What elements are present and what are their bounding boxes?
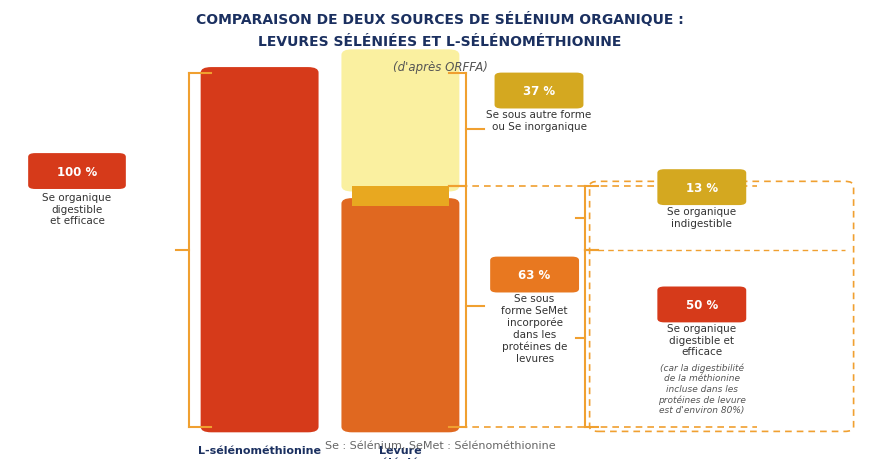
FancyBboxPatch shape <box>490 257 579 293</box>
Text: Se sous autre forme
ou Se inorganique: Se sous autre forme ou Se inorganique <box>487 110 591 132</box>
Text: (d'après ORFFA): (d'après ORFFA) <box>392 61 488 73</box>
Text: Se organique
digestible et
efficace: Se organique digestible et efficace <box>667 324 737 357</box>
Text: Levure
séléniée: Levure séléniée <box>374 445 427 459</box>
Text: 100 %: 100 % <box>57 165 97 178</box>
Text: Se sous
forme SeMet
incorporée
dans les
protéines de
levures: Se sous forme SeMet incorporée dans les … <box>502 294 568 363</box>
Text: LEVURES SÉLÉNIÉES ET L-SÉLÉNOMÉTHIONINE: LEVURES SÉLÉNIÉES ET L-SÉLÉNOMÉTHIONINE <box>259 34 621 48</box>
Bar <box>352 186 449 207</box>
FancyBboxPatch shape <box>341 50 459 192</box>
Bar <box>352 200 449 204</box>
Text: Se : Sélénium, SeMet : Sélénométhionine: Se : Sélénium, SeMet : Sélénométhionine <box>325 440 555 450</box>
Text: COMPARAISON DE DEUX SOURCES DE SÉLÉNIUM ORGANIQUE :: COMPARAISON DE DEUX SOURCES DE SÉLÉNIUM … <box>196 11 684 27</box>
Text: (car la digestibilité
de la méthionine
incluse dans les
protéines de levure
est : (car la digestibilité de la méthionine i… <box>658 363 745 414</box>
Text: 50 %: 50 % <box>686 298 718 311</box>
Text: Se organique
indigestible: Se organique indigestible <box>667 207 737 228</box>
Text: Se organique
digestible
et efficace: Se organique digestible et efficace <box>42 193 112 226</box>
Text: 37 %: 37 % <box>523 85 555 98</box>
Text: 13 %: 13 % <box>686 181 718 194</box>
FancyBboxPatch shape <box>657 170 746 206</box>
FancyBboxPatch shape <box>341 199 459 432</box>
Text: L-sélénométhionine
pure: L-sélénométhionine pure <box>198 445 321 459</box>
FancyBboxPatch shape <box>28 154 126 190</box>
FancyBboxPatch shape <box>657 287 746 323</box>
Text: 63 %: 63 % <box>518 269 551 281</box>
FancyBboxPatch shape <box>495 73 583 109</box>
FancyBboxPatch shape <box>201 68 319 432</box>
